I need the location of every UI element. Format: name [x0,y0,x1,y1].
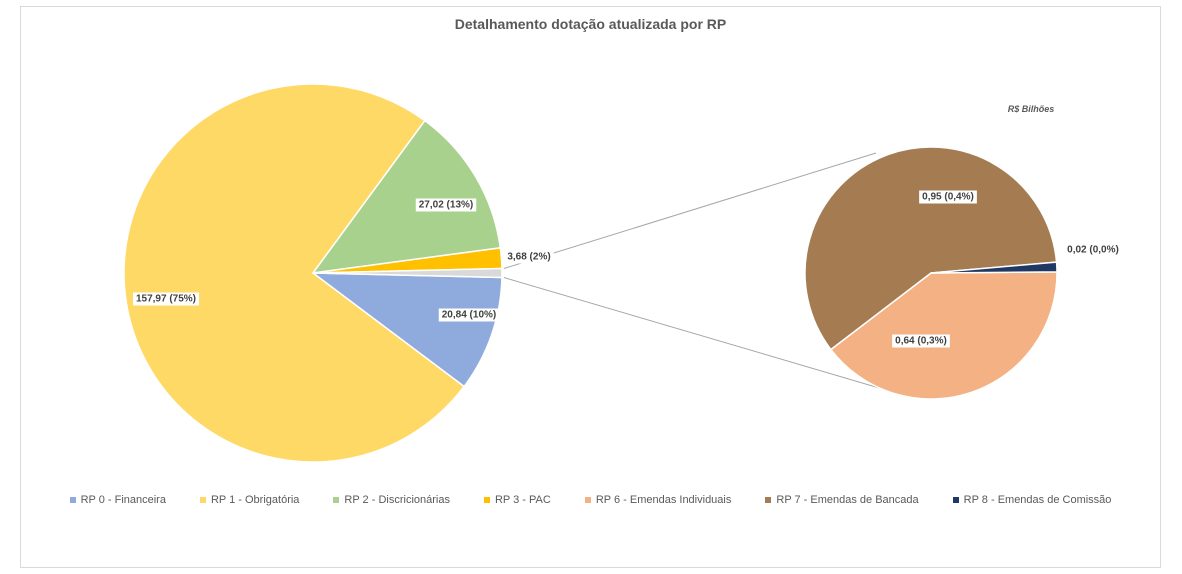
legend-item-rp-7-emendas-de-bancada: RP 7 - Emendas de Bancada [765,494,919,506]
legend-item-rp-6-emendas-individuais: RP 6 - Emendas Individuais [584,494,732,506]
legend-item-rp-1-obrigatoria: RP 1 - Obrigatória [199,494,300,506]
svg-text:0,95 (0,4%): 0,95 (0,4%) [922,192,974,203]
chart-area: Detalhamento dotação atualizada por RP R… [20,6,1161,568]
unit-label: R$ Bilhões [1007,104,1055,114]
legend-label: RP 3 - PAC [494,494,551,506]
svg-text:3,68 (2%): 3,68 (2%) [507,252,550,263]
legend-label: RP 6 - Emendas Individuais [595,494,732,506]
svg-text:27,02 (13%): 27,02 (13%) [419,200,473,211]
legend-item-rp-2-discricionarias: RP 2 - Discricionárias [333,494,450,506]
svg-text:0,64 (0,3%): 0,64 (0,3%) [895,336,947,347]
data-label-rp-6-emendas-individuais: 0,64 (0,3%) [892,334,950,348]
pie-of-pie-chart: 20,84 (10%) 157,97 (75%) 27,02 (13%) 3,68 (… [123,83,1122,463]
legend-label: RP 0 - Financeira [80,494,166,506]
legend-swatch [333,497,340,503]
legend-label: RP 8 - Emendas de Comissão [963,494,1112,506]
slice-outros [312,267,503,279]
svg-text:20,84 (10%): 20,84 (10%) [442,310,496,321]
legend-swatch [765,497,772,503]
legend-swatch [584,497,591,503]
data-label-rp-7-emendas-de-bancada: 0,95 (0,4%) [919,190,977,204]
legend-swatch [199,497,206,503]
connector-line-top [503,152,877,269]
slice-rp-0-financeira [310,272,503,388]
svg-text:157,97 (75%): 157,97 (75%) [136,294,196,305]
slice-rp-7-emendas-de-bancada [804,146,1058,351]
legend: RP 0 - Financeira RP 1 - Obrigatória RP 2 … [21,494,1160,506]
slice-rp-1-obrigatoria [123,83,466,463]
legend-swatch [69,497,76,503]
connector-line-bottom [503,277,887,391]
legend-item-rp-8-emendas-de-comissao: RP 8 - Emendas de Comissão [952,494,1112,506]
legend-item-rp-3-pac: RP 3 - PAC [483,494,551,506]
svg-text:0,02 (0,0%): 0,02 (0,0%) [1067,245,1119,256]
legend-label: RP 2 - Discricionárias [344,494,450,506]
legend-label: RP 7 - Emendas de Bancada [776,494,919,506]
data-label-rp-3-pac: 3,68 (2%) [504,250,554,264]
legend-item-rp-0-financeira: RP 0 - Financeira [69,494,166,506]
legend-label: RP 1 - Obrigatória [210,494,300,506]
data-label-rp-2-discricionarias: 27,02 (13%) [415,198,477,212]
data-label-rp-1-obrigatoria: 157,97 (75%) [132,292,200,306]
legend-swatch [952,497,959,503]
slice-rp-2-discricionarias [311,119,502,274]
data-label-rp-0-financeira: 20,84 (10%) [438,308,500,322]
data-label-rp-8-emendas-de-comissao: 0,02 (0,0%) [1064,243,1122,257]
legend-swatch [483,497,490,503]
slice-rp-8-emendas-de-comissao [930,261,1058,274]
chart-title: Detalhamento dotação atualizada por RP [454,16,727,32]
